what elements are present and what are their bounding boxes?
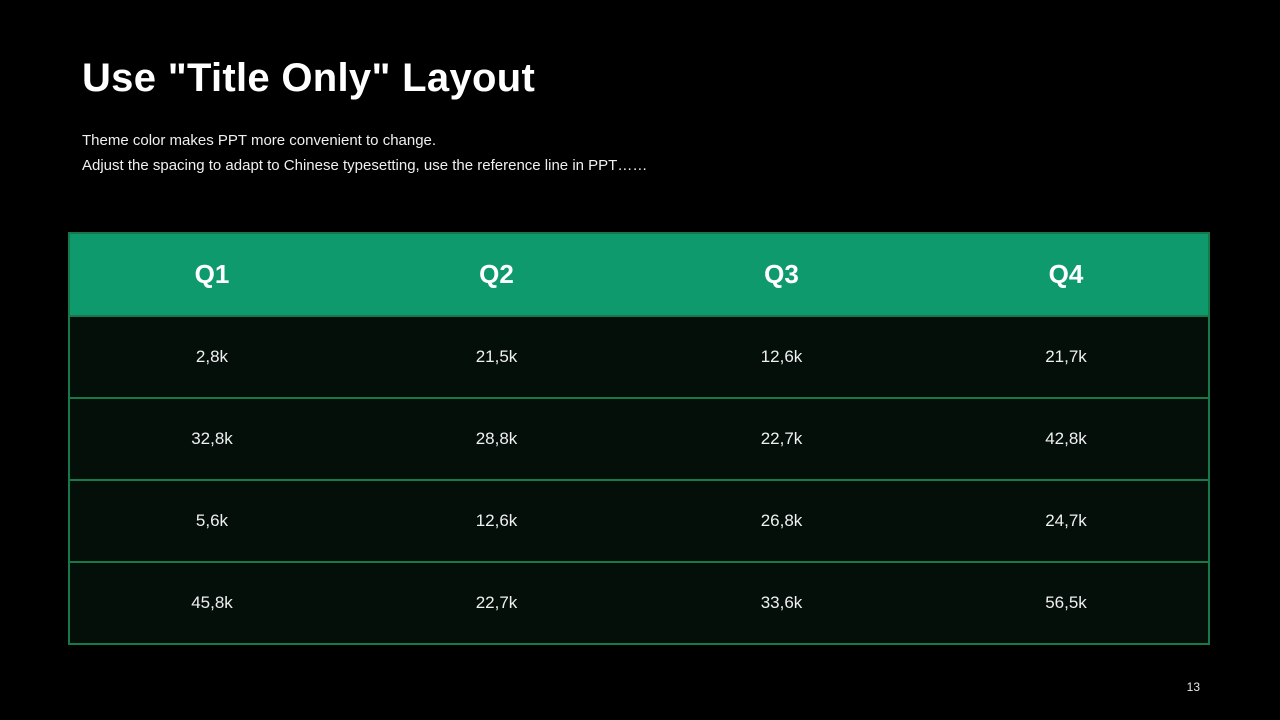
slide-title: Use "Title Only" Layout bbox=[82, 56, 536, 100]
quarterly-data-table: Q1 Q2 Q3 Q4 2,8k 21,5k 12,6k 21,7k 32,8k… bbox=[68, 232, 1210, 645]
column-header-q3: Q3 bbox=[639, 233, 924, 316]
column-header-q4: Q4 bbox=[924, 233, 1209, 316]
table-cell: 42,8k bbox=[924, 397, 1209, 480]
slide-subtitle: Theme color makes PPT more convenient to… bbox=[82, 128, 647, 178]
table-cell: 24,7k bbox=[924, 479, 1209, 562]
table-row: 5,6k 12,6k 26,8k 24,7k bbox=[69, 479, 1209, 562]
table-cell: 21,5k bbox=[354, 315, 639, 398]
table-row: 32,8k 28,8k 22,7k 42,8k bbox=[69, 397, 1209, 480]
subtitle-line-2: Adjust the spacing to adapt to Chinese t… bbox=[82, 157, 648, 174]
table-cell: 22,7k bbox=[639, 397, 924, 480]
table-row: 2,8k 21,5k 12,6k 21,7k bbox=[69, 315, 1209, 398]
subtitle-line-1: Theme color makes PPT more convenient to… bbox=[82, 132, 437, 149]
table-cell: 33,6k bbox=[639, 561, 924, 644]
table-cell: 12,6k bbox=[639, 315, 924, 398]
column-header-q1: Q1 bbox=[69, 233, 354, 316]
table-cell: 21,7k bbox=[924, 315, 1209, 398]
table-cell: 2,8k bbox=[69, 315, 354, 398]
table-cell: 22,7k bbox=[354, 561, 639, 644]
table-cell: 28,8k bbox=[354, 397, 639, 480]
column-header-q2: Q2 bbox=[354, 233, 639, 316]
page-number: 13 bbox=[1186, 680, 1200, 694]
table-header-row: Q1 Q2 Q3 Q4 bbox=[69, 233, 1209, 316]
table-cell: 56,5k bbox=[924, 561, 1209, 644]
table-cell: 26,8k bbox=[639, 479, 924, 562]
table-cell: 45,8k bbox=[69, 561, 354, 644]
table-cell: 32,8k bbox=[69, 397, 354, 480]
table-cell: 12,6k bbox=[354, 479, 639, 562]
table-cell: 5,6k bbox=[69, 479, 354, 562]
table-row: 45,8k 22,7k 33,6k 56,5k bbox=[69, 561, 1209, 644]
